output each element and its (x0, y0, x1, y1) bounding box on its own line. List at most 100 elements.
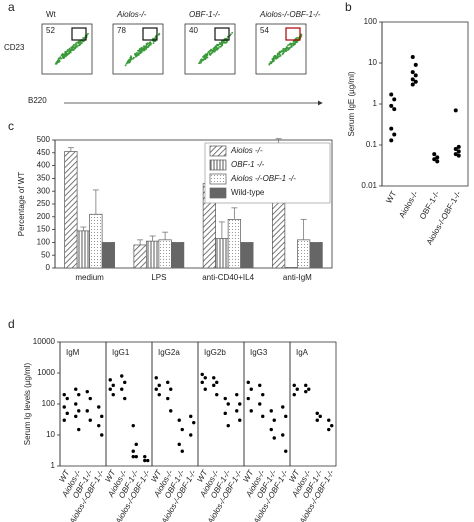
cell-dot (285, 46, 288, 49)
cell-dot (145, 46, 148, 49)
cell-dot (125, 62, 128, 65)
cell-dot (219, 45, 222, 48)
subpanel-title: IgG3 (250, 348, 268, 357)
point (169, 409, 173, 413)
y-axis-label: Serum IgE (µg/ml) (347, 71, 356, 136)
y-axis-label: CD23 (4, 43, 25, 52)
cell-dot (139, 50, 142, 53)
point (327, 418, 331, 422)
subpanel-title: IgA (296, 348, 309, 357)
cell-dot (201, 59, 204, 62)
point (453, 152, 458, 157)
point (111, 392, 115, 397)
point (212, 383, 216, 388)
cell-dot (70, 49, 73, 52)
point (215, 392, 219, 397)
point (97, 423, 101, 428)
point (62, 418, 66, 422)
point (249, 387, 253, 391)
cell-dot (202, 56, 205, 59)
point (330, 423, 334, 428)
cell-dot (206, 56, 209, 59)
y-tick-label: 300 (37, 186, 51, 195)
point (456, 149, 461, 154)
cell-dot (208, 50, 211, 53)
subpanel-frame (197, 341, 245, 467)
point (284, 449, 288, 453)
cell-dot (76, 41, 79, 44)
cell-dot (212, 50, 215, 53)
point (62, 392, 66, 397)
cell-dot (282, 48, 284, 51)
point (180, 449, 184, 453)
point (295, 387, 299, 391)
point (258, 383, 262, 388)
point (261, 414, 265, 419)
y-axis-label: Serum Ig levels (µg/ml) (23, 362, 32, 445)
point (166, 380, 170, 385)
point (432, 157, 437, 162)
cell-dot (282, 52, 285, 55)
point (223, 411, 227, 416)
plot-frame (255, 23, 307, 75)
panel-label: d (8, 317, 15, 331)
bar (76, 230, 90, 269)
y-axis-label: Percentage of WT (17, 172, 26, 237)
y-tick-label: 1000 (37, 368, 55, 377)
point (435, 159, 440, 164)
plot-title: Aiolos-/-OBF-1-/- (259, 10, 321, 19)
cell-dot (272, 56, 275, 59)
cell-dot (279, 51, 282, 54)
y-tick-label: 150 (37, 225, 51, 234)
legend-label: OBF-1 -/- (231, 160, 265, 169)
point (413, 62, 418, 67)
gate (71, 27, 87, 41)
cell-dot (57, 58, 60, 61)
cell-dot (294, 42, 297, 45)
cell-dot (206, 54, 208, 57)
cell-dot (199, 59, 202, 62)
bar (64, 151, 78, 269)
cell-dot (143, 45, 146, 48)
plot-title: Wt (46, 10, 57, 19)
cell-dot (287, 44, 289, 47)
point (410, 55, 415, 60)
point (410, 70, 415, 75)
cell-dot (212, 48, 215, 50)
cell-dot (127, 61, 129, 64)
cell-dot (63, 55, 66, 58)
cell-dot (75, 45, 77, 48)
point (85, 409, 89, 413)
y-tick-label: 10 (46, 430, 55, 439)
cell-dot (295, 37, 297, 40)
point (143, 458, 147, 463)
cell-dot (136, 52, 139, 54)
point (111, 383, 115, 388)
cell-dot (198, 62, 200, 65)
point (389, 126, 394, 131)
point (131, 454, 135, 459)
cell-dot (73, 46, 76, 49)
gate-percent: 78 (117, 26, 126, 35)
point (200, 380, 204, 385)
gate-percent: 54 (260, 26, 269, 35)
panel-label: a (8, 0, 15, 14)
point (146, 458, 150, 463)
legend-label: Wild-type (231, 188, 265, 197)
point (456, 153, 461, 158)
point (189, 433, 193, 437)
cell-dot (214, 47, 217, 49)
point (166, 396, 170, 401)
point (212, 376, 216, 380)
gate (285, 27, 301, 41)
point (74, 387, 78, 391)
cell-dot (210, 48, 213, 51)
bar (215, 238, 229, 269)
point (169, 387, 173, 391)
legend-label: Aiolos -/- (230, 146, 263, 155)
y-tick-label: 0.1 (366, 140, 378, 149)
cell-dot (83, 37, 86, 40)
y-tick-label: 1 (51, 461, 56, 470)
point (108, 378, 112, 382)
